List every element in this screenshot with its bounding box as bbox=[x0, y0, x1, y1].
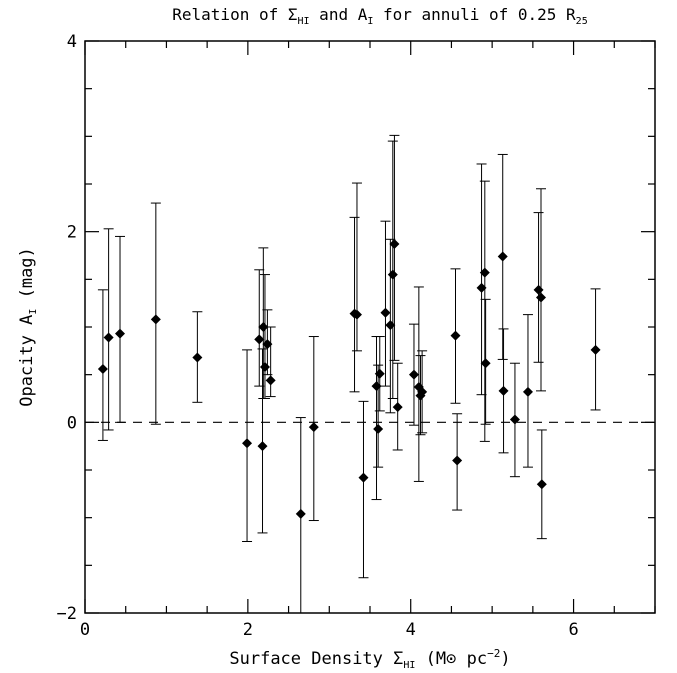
data-point bbox=[476, 163, 487, 396]
diamond-marker bbox=[408, 369, 419, 380]
x-tick-label: 2 bbox=[243, 620, 253, 640]
diamond-marker bbox=[497, 251, 508, 262]
diamond-marker bbox=[522, 386, 533, 397]
data-point bbox=[371, 336, 382, 501]
diamond-marker bbox=[374, 368, 385, 379]
diamond-marker bbox=[97, 363, 108, 374]
data-point bbox=[150, 202, 161, 425]
diamond-marker bbox=[192, 352, 203, 363]
data-point bbox=[257, 348, 268, 534]
diamond-marker bbox=[254, 334, 265, 345]
diamond-marker bbox=[103, 332, 114, 343]
diamond-marker bbox=[480, 358, 491, 369]
data-point bbox=[265, 326, 276, 398]
x-axis-title: Surface Density ΣHI (M⊙ pc−2) bbox=[229, 647, 510, 671]
diamond-marker bbox=[262, 339, 273, 350]
y-tick-label: 0 bbox=[67, 413, 77, 433]
diamond-marker bbox=[417, 386, 428, 397]
y-tick-label: 4 bbox=[67, 32, 77, 52]
diamond-marker bbox=[308, 422, 319, 433]
data-point bbox=[417, 350, 428, 434]
data-point bbox=[389, 134, 400, 361]
x-tick-label: 6 bbox=[568, 620, 578, 640]
data-point bbox=[192, 311, 203, 403]
data-point bbox=[308, 336, 319, 522]
data-point bbox=[480, 298, 491, 425]
chart-title: Relation of ΣHI and AI for annuli of 0.2… bbox=[172, 5, 587, 27]
data-point bbox=[387, 140, 398, 399]
data-point bbox=[392, 362, 403, 451]
x-tick-label: 4 bbox=[406, 620, 416, 640]
y-tick-label: −2 bbox=[57, 604, 77, 624]
data-point bbox=[97, 289, 108, 441]
diamond-marker bbox=[590, 344, 601, 355]
data-point bbox=[373, 364, 384, 468]
diamond-marker bbox=[371, 381, 382, 392]
y-tick-label: 2 bbox=[67, 223, 77, 243]
data-point bbox=[590, 288, 601, 411]
diamond-marker bbox=[389, 239, 400, 250]
data-point bbox=[536, 188, 546, 392]
data-point bbox=[115, 235, 126, 423]
y-axis-title: Opacity AI (mag) bbox=[17, 247, 39, 407]
data-point bbox=[295, 417, 306, 613]
diamond-marker bbox=[258, 322, 269, 332]
data-point bbox=[536, 429, 547, 540]
diamond-marker bbox=[295, 508, 306, 519]
diamond-marker bbox=[358, 472, 369, 483]
diamond-marker bbox=[265, 375, 276, 386]
diamond-marker bbox=[150, 314, 161, 325]
data-point bbox=[242, 349, 253, 542]
diamond-marker bbox=[257, 441, 268, 452]
data-point bbox=[374, 336, 385, 412]
data-point bbox=[498, 328, 509, 454]
x-tick-label: 0 bbox=[80, 620, 90, 640]
diamond-marker bbox=[479, 267, 490, 278]
diamond-marker bbox=[509, 414, 520, 425]
data-point bbox=[509, 362, 520, 478]
data-point bbox=[479, 180, 490, 442]
diamond-marker bbox=[536, 479, 547, 490]
diamond-marker bbox=[536, 292, 546, 303]
diamond-marker bbox=[450, 330, 461, 341]
data-point bbox=[522, 314, 533, 468]
diamond-marker bbox=[392, 402, 403, 413]
diamond-marker bbox=[373, 424, 384, 435]
data-point bbox=[258, 247, 269, 399]
diamond-marker bbox=[242, 438, 253, 449]
diamond-marker bbox=[452, 455, 463, 466]
diamond-marker bbox=[380, 307, 391, 318]
data-point bbox=[351, 182, 362, 352]
diamond-marker bbox=[115, 328, 126, 339]
data-point bbox=[103, 228, 114, 431]
diamond-marker bbox=[387, 269, 398, 280]
data-point bbox=[497, 153, 508, 360]
diamond-marker bbox=[476, 282, 487, 293]
data-point bbox=[452, 413, 463, 511]
data-point bbox=[358, 400, 369, 579]
data-point bbox=[380, 220, 391, 387]
data-points bbox=[97, 134, 601, 613]
diamond-marker bbox=[498, 385, 509, 396]
data-point bbox=[408, 323, 419, 426]
diamond-marker bbox=[351, 309, 362, 320]
data-point bbox=[450, 268, 461, 404]
